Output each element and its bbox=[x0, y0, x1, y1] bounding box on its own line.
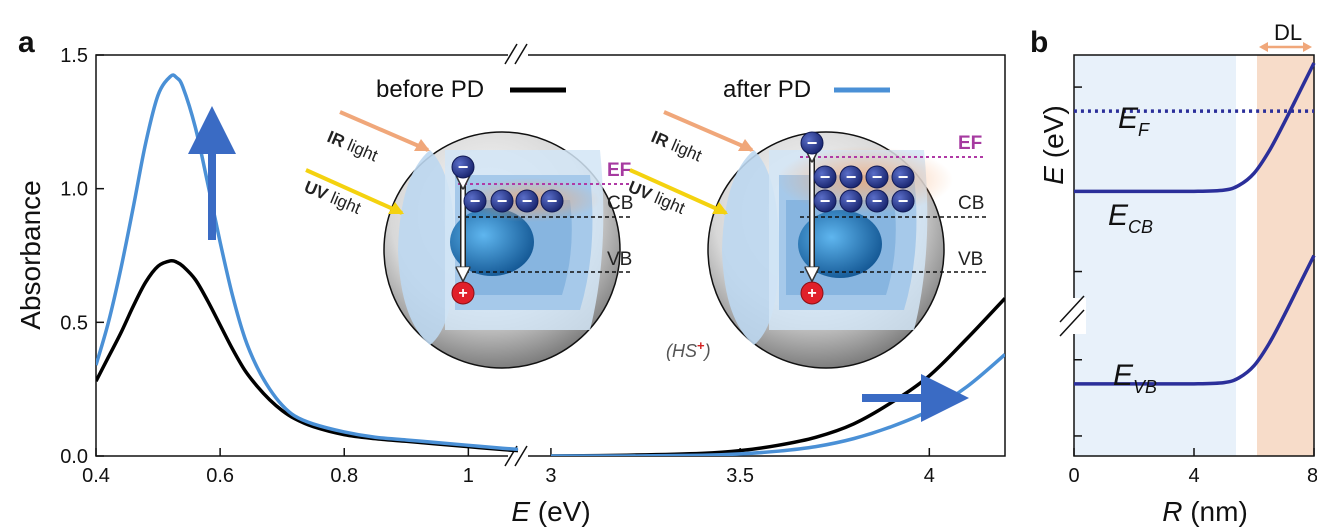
electron-sign: − bbox=[522, 191, 533, 211]
ir-light-label-1: IR light bbox=[324, 127, 380, 165]
electron bbox=[490, 189, 514, 213]
panel-a-letter: a bbox=[18, 26, 35, 59]
dl-label: DL bbox=[1274, 20, 1302, 45]
electron-sign: − bbox=[846, 191, 857, 211]
dl-arrow-head bbox=[1303, 42, 1312, 52]
electron-sign: − bbox=[470, 191, 481, 211]
electron bbox=[865, 189, 889, 213]
panel-b-xlabel: R (nm) bbox=[1162, 496, 1248, 527]
ef-label-1: EF bbox=[607, 160, 631, 181]
panel-a-ytick-label: 0.0 bbox=[60, 446, 88, 468]
panel-b-region-1 bbox=[1257, 55, 1314, 456]
electron-sign: − bbox=[807, 133, 818, 153]
panel-b-ylabel: E (eV) bbox=[1038, 105, 1069, 184]
electron-sign: − bbox=[458, 157, 469, 177]
electron-sign: − bbox=[898, 167, 909, 187]
panel-a-ytick-label: 0.5 bbox=[60, 312, 88, 334]
panel-a-xtick-label: 0.6 bbox=[206, 465, 234, 487]
electron bbox=[891, 189, 915, 213]
band-line-e-vb bbox=[1074, 254, 1316, 386]
hole-sign: + bbox=[458, 285, 467, 302]
y-axis-break-mark bbox=[1059, 309, 1085, 337]
panel-b-region-0 bbox=[1074, 55, 1236, 456]
hole-sign: + bbox=[807, 285, 816, 302]
hole bbox=[800, 281, 824, 305]
electron-sign: − bbox=[872, 191, 883, 211]
panel-a-ytick-label: 1.5 bbox=[60, 45, 88, 67]
panel-b-letter: b bbox=[1030, 26, 1048, 59]
panel-a-ytick-label: 1.0 bbox=[60, 179, 88, 201]
panel-a-xtick-label: 3.5 bbox=[726, 465, 754, 487]
panel-a-xtick-label: 0.8 bbox=[330, 465, 358, 487]
electron bbox=[839, 189, 863, 213]
panel-b-xtick-label: 0 bbox=[1068, 465, 1079, 487]
electron bbox=[891, 165, 915, 189]
x-axis-break-top bbox=[504, 43, 528, 65]
hole bbox=[451, 281, 475, 305]
electron bbox=[865, 165, 889, 189]
panel-a-xtick-label: 1 bbox=[463, 465, 474, 487]
panel-b-xtick-label: 4 bbox=[1188, 465, 1199, 487]
series-line-after-pd-ir bbox=[96, 73, 519, 452]
vb-label-1: VB bbox=[607, 249, 632, 270]
electron bbox=[451, 155, 475, 179]
electron-sign: − bbox=[820, 167, 831, 187]
panel-b-xtick-label: 8 bbox=[1307, 465, 1317, 487]
electron-sign: − bbox=[872, 167, 883, 187]
electron bbox=[540, 189, 564, 213]
panel-a-ylabel: Absorbance bbox=[15, 180, 46, 329]
charge-carriers: −− − − −+−− − − −− − − −+ bbox=[451, 131, 915, 305]
ef-label-2: EF bbox=[958, 133, 982, 154]
electron-sign: − bbox=[497, 191, 508, 211]
vb-label-2: VB bbox=[958, 249, 983, 270]
electron bbox=[463, 189, 487, 213]
panel-a-xtick-label: 4 bbox=[924, 465, 935, 487]
dl-arrow-head bbox=[1259, 42, 1268, 52]
legend-after-label: after PD bbox=[723, 76, 811, 103]
evb-level-label: EVB bbox=[1113, 359, 1157, 397]
cb-label-1: CB bbox=[607, 193, 633, 214]
electron bbox=[839, 165, 863, 189]
legend-before-label: before PD bbox=[376, 76, 484, 103]
legend: before PD after PD bbox=[376, 76, 890, 103]
ecb-level-label: ECB bbox=[1108, 199, 1153, 237]
panel-a-xtick-label: 0.4 bbox=[82, 465, 110, 487]
electron bbox=[515, 189, 539, 213]
ir-light-label-2: IR light bbox=[648, 127, 704, 165]
electron bbox=[800, 131, 824, 155]
panel-a-xlabel: E (eV) bbox=[511, 496, 590, 527]
hs-label: (HS+) bbox=[666, 338, 711, 361]
electron-sign: − bbox=[898, 191, 909, 211]
nanocrystal-before-illustration bbox=[305, 110, 632, 369]
ef-level-label: EF bbox=[1118, 102, 1150, 140]
panel-b: 0 4 8 bbox=[1059, 42, 1317, 487]
electron-sign: − bbox=[820, 191, 831, 211]
panel-a-xtick-label: 3 bbox=[545, 465, 556, 487]
electron bbox=[813, 189, 837, 213]
cb-label-2: CB bbox=[958, 193, 984, 214]
y-axis-break-mark bbox=[1059, 295, 1085, 323]
electron-sign: − bbox=[547, 191, 558, 211]
band-line-e-cb bbox=[1074, 62, 1316, 194]
electron bbox=[813, 165, 837, 189]
panel-a-ticks: 0.0 0.5 1.0 1.5 0.4 0.6 0.8 1 3 3.5 4 bbox=[60, 45, 935, 487]
electron-sign: − bbox=[846, 167, 857, 187]
